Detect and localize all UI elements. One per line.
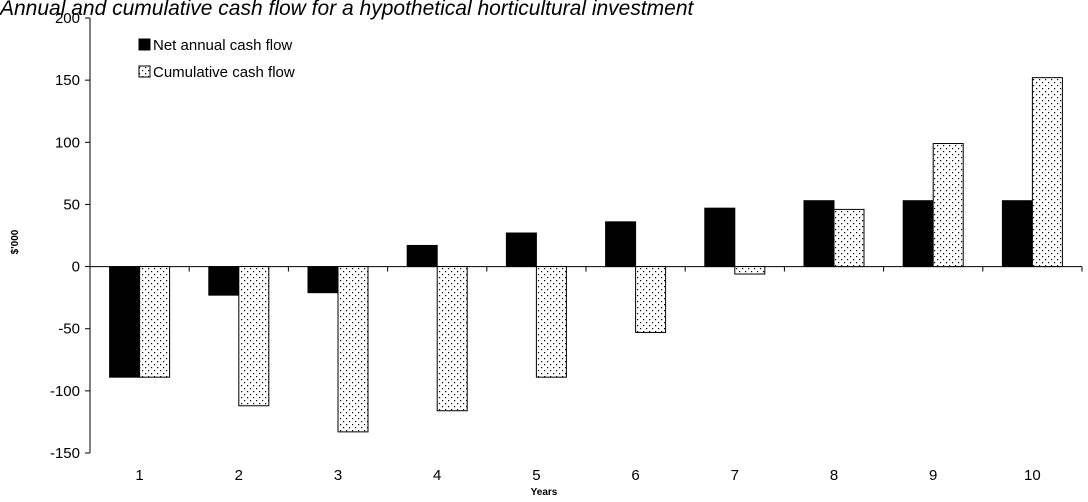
bar <box>505 232 537 268</box>
bar <box>635 266 667 333</box>
x-tick-label: 6 <box>631 467 639 484</box>
legend-swatch <box>138 65 151 78</box>
bar <box>704 207 736 268</box>
bar <box>109 266 141 378</box>
x-tick-label: 4 <box>433 467 441 484</box>
bar <box>208 266 240 296</box>
y-tick-label: -100 <box>50 383 80 400</box>
y-tick-label: 150 <box>55 72 80 89</box>
x-tick-label: 8 <box>830 467 838 484</box>
y-tick-label: 0 <box>72 259 80 276</box>
bar <box>1031 77 1063 268</box>
x-tick-label: 1 <box>135 467 143 484</box>
bar <box>436 266 468 412</box>
bar <box>337 266 369 433</box>
y-axis-label: $'000 <box>10 229 21 254</box>
x-tick-label: 10 <box>1024 467 1041 484</box>
legend-label: Net annual cash flow <box>153 37 292 54</box>
bar <box>932 143 964 268</box>
bar <box>833 208 865 268</box>
legend-label: Cumulative cash flow <box>153 64 295 81</box>
x-tick-label: 7 <box>731 467 739 484</box>
legend-swatch <box>138 38 151 51</box>
bar <box>902 200 934 268</box>
x-tick-label: 2 <box>235 467 243 484</box>
bar <box>139 266 171 378</box>
bar <box>734 266 766 275</box>
bar <box>307 266 339 294</box>
bar <box>535 266 567 378</box>
bar <box>238 266 270 407</box>
y-tick-label: -50 <box>58 321 80 338</box>
bar <box>605 221 637 268</box>
y-tick-label: 200 <box>55 10 80 27</box>
chart-title: Annual and cumulative cash flow for a hy… <box>0 0 695 20</box>
bar <box>803 200 835 268</box>
bar <box>1001 200 1033 268</box>
x-axis-label: Years <box>531 487 558 498</box>
x-tick-label: 9 <box>929 467 937 484</box>
y-tick-label: 100 <box>55 134 80 151</box>
x-tick-label: 3 <box>334 467 342 484</box>
x-tick-label: 5 <box>532 467 540 484</box>
y-tick-label: -150 <box>50 445 80 462</box>
bar <box>406 244 438 268</box>
y-tick-label: 50 <box>63 196 80 213</box>
